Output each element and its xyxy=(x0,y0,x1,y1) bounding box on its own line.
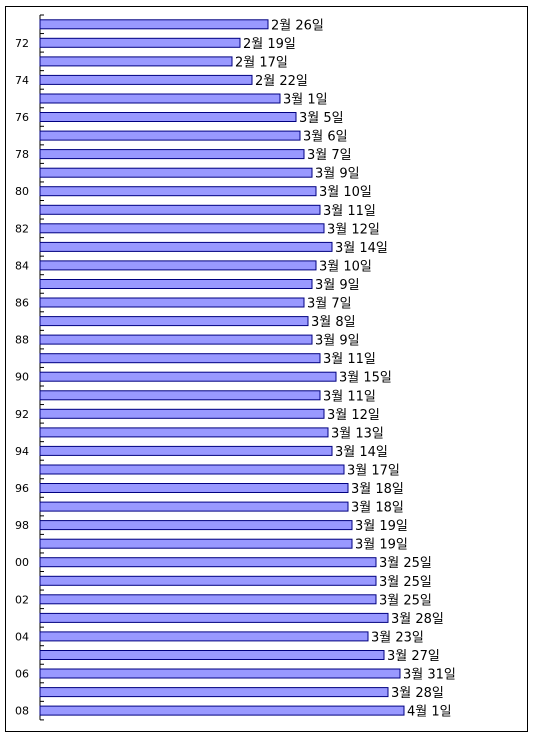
bar-layer xyxy=(39,19,405,716)
bar-72 xyxy=(39,37,241,48)
bar-86 xyxy=(39,297,305,308)
data-label-06: 3월 31일 xyxy=(403,668,456,683)
bar-90 xyxy=(39,371,337,382)
data-label-84: 3월 10일 xyxy=(319,259,372,274)
data-label-01: 3월 25일 xyxy=(379,575,432,590)
bar-81 xyxy=(39,204,321,215)
data-label-83: 3월 14일 xyxy=(335,241,388,256)
bar-07 xyxy=(39,687,389,698)
data-label-90: 3월 15일 xyxy=(339,371,392,386)
bar-79 xyxy=(39,167,313,178)
data-label-92: 3월 12일 xyxy=(327,408,380,423)
tick-label-88: 88 xyxy=(15,334,29,347)
bar-71 xyxy=(39,19,269,30)
tick-label-04: 04 xyxy=(15,630,29,643)
bar-04 xyxy=(39,631,369,642)
bar-93 xyxy=(39,427,329,438)
tick-label-78: 78 xyxy=(15,148,29,161)
label-layer: 2월 26일 2월 19일 72 2월 17일 2월 22일 74 3월 1일 3월 5일 76… xyxy=(15,18,456,719)
data-label-97: 3월 18일 xyxy=(351,501,404,516)
bar-92 xyxy=(39,408,325,419)
data-label-87: 3월 8일 xyxy=(311,315,356,330)
tick-label-72: 72 xyxy=(15,37,29,50)
bar-00 xyxy=(39,557,377,568)
bar-82 xyxy=(39,223,325,234)
tick-label-80: 80 xyxy=(15,185,29,198)
tick-label-84: 84 xyxy=(15,259,29,272)
bar-96 xyxy=(39,483,349,493)
bar-91 xyxy=(39,390,321,401)
data-label-82: 3월 12일 xyxy=(327,222,380,237)
data-label-08: 4월 1일 xyxy=(407,705,452,720)
bar-89 xyxy=(39,353,321,364)
data-label-86: 3월 7일 xyxy=(307,297,352,312)
data-label-02: 3월 25일 xyxy=(379,593,432,608)
data-label-93: 3월 13일 xyxy=(331,426,384,441)
chart-frame xyxy=(5,6,528,732)
bar-84 xyxy=(39,260,317,271)
bar-75 xyxy=(39,93,281,104)
data-label-05: 3월 27일 xyxy=(387,649,440,664)
tick-label-08: 08 xyxy=(15,705,29,718)
data-label-72: 2월 19일 xyxy=(243,37,296,52)
data-label-07: 3월 28일 xyxy=(391,686,444,701)
bar-83 xyxy=(39,241,333,252)
bar-87 xyxy=(39,316,309,327)
bar-76 xyxy=(39,112,297,122)
data-label-81: 3월 11일 xyxy=(323,204,376,219)
tick-label-74: 74 xyxy=(15,74,29,87)
data-label-94: 3월 14일 xyxy=(335,445,388,460)
bar-80 xyxy=(39,186,317,197)
bar-02 xyxy=(39,594,377,605)
data-label-85: 3월 9일 xyxy=(315,278,360,293)
data-label-80: 3월 10일 xyxy=(319,185,372,200)
bar-97 xyxy=(39,501,349,512)
data-label-78: 3월 7일 xyxy=(307,148,352,163)
tick-label-82: 82 xyxy=(15,222,29,235)
tick-label-98: 98 xyxy=(15,519,29,532)
tick-label-00: 00 xyxy=(15,556,29,569)
data-label-76: 3월 5일 xyxy=(299,111,344,126)
data-label-03: 3월 28일 xyxy=(391,612,444,627)
bar-77 xyxy=(39,130,301,141)
bar-05 xyxy=(39,650,385,660)
data-label-79: 3월 9일 xyxy=(315,167,360,182)
bar-99 xyxy=(39,538,353,549)
data-label-88: 3월 9일 xyxy=(315,334,360,349)
bar-88 xyxy=(39,334,313,345)
bar-01 xyxy=(39,575,377,586)
bar-08 xyxy=(39,705,405,716)
data-label-04: 3월 23일 xyxy=(371,630,424,645)
bar-78 xyxy=(39,149,305,160)
tick-label-76: 76 xyxy=(15,111,29,124)
tick-label-86: 86 xyxy=(15,297,29,310)
tick-label-06: 06 xyxy=(15,668,29,681)
data-label-00: 3월 25일 xyxy=(379,556,432,571)
data-label-74: 2월 22일 xyxy=(255,74,308,89)
bar-98 xyxy=(39,520,353,531)
data-label-89: 3월 11일 xyxy=(323,352,376,367)
bar-95 xyxy=(39,464,345,475)
data-label-77: 3월 6일 xyxy=(303,130,348,145)
tick-label-90: 90 xyxy=(15,371,29,384)
tick-label-96: 96 xyxy=(15,482,29,495)
data-label-71: 2월 26일 xyxy=(271,18,324,33)
tick-label-92: 92 xyxy=(15,408,29,421)
data-label-99: 3월 19일 xyxy=(355,538,408,553)
data-label-98: 3월 19일 xyxy=(355,519,408,534)
bar-85 xyxy=(39,279,313,289)
data-label-73: 2월 17일 xyxy=(235,55,288,70)
tick-label-94: 94 xyxy=(15,445,29,458)
bar-73 xyxy=(39,56,233,67)
data-label-91: 3월 11일 xyxy=(323,389,376,404)
data-label-75: 3월 1일 xyxy=(283,93,328,108)
tick-label-02: 02 xyxy=(15,593,29,606)
bar-74 xyxy=(39,74,253,85)
bar-94 xyxy=(39,445,333,456)
data-label-95: 3월 17일 xyxy=(347,464,400,479)
bar-03 xyxy=(39,612,389,623)
data-label-96: 3월 18일 xyxy=(351,482,404,497)
bar-06 xyxy=(39,668,401,679)
